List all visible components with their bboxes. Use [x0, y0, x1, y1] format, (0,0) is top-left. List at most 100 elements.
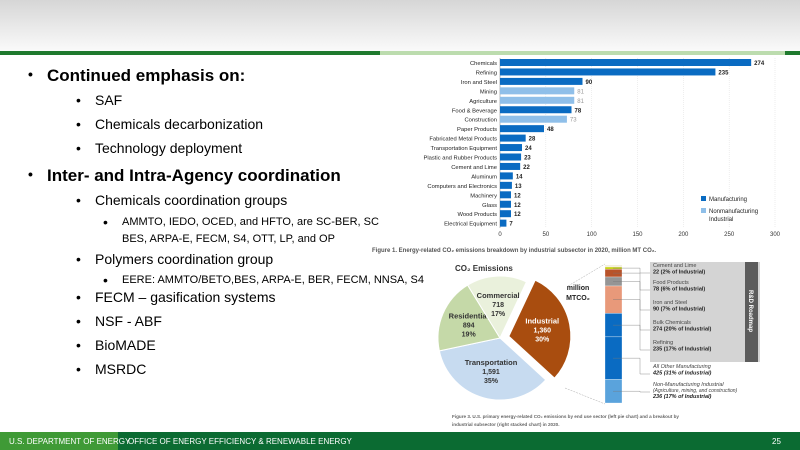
- footer-office: OFFICE OF ENERGY EFFICIENCY & RENEWABLE …: [128, 437, 352, 446]
- bullet-item: Inter- and Intra-Agency coordination •: [28, 166, 341, 186]
- category-label: Construction: [464, 118, 497, 124]
- x-tick-label: 50: [542, 232, 549, 238]
- bullet-text: Chemicals decarbonization: [95, 116, 264, 132]
- category-label: Cement and Lime: [451, 165, 497, 171]
- bullet-text: Inter- and Intra-Agency coordination: [47, 166, 341, 185]
- slice-name: Transportation: [465, 358, 518, 367]
- bullet-text: Technology deployment: [95, 140, 243, 156]
- bullet-text: Continued emphasis on:: [47, 66, 246, 85]
- pie-slice: [437, 284, 501, 352]
- bullet-marker: •: [76, 337, 81, 353]
- bullet-text: BioMADE: [95, 337, 156, 353]
- roadmap-tab: [745, 262, 758, 362]
- legend-swatch-nonmanufacturing: [701, 208, 706, 213]
- bar: [500, 59, 752, 66]
- figure-caption: Figure 1. Energy-related CO₂ emissions b…: [372, 248, 656, 254]
- category-label: Aluminum: [471, 174, 497, 180]
- stack-sub: (Agriculture, mining, and construction): [653, 388, 738, 394]
- legend-label: Nonmanufacturing: [709, 209, 758, 215]
- bullet-text: EERE: AMMTO/BETO,BES, ARPA-E, BER, FECM,…: [122, 274, 424, 286]
- roadmap-box: [650, 262, 760, 362]
- bullet-item: FECM – gasification systems •: [76, 289, 276, 305]
- legend-label: Manufacturing: [709, 197, 747, 203]
- bullet-marker: •: [76, 361, 81, 377]
- category-label: Wood Products: [457, 212, 497, 218]
- bullet-item: Continued emphasis on: •: [28, 66, 246, 86]
- slice-value: 894: [463, 323, 475, 330]
- bar: [500, 125, 544, 133]
- connector: [613, 391, 650, 393]
- bullet-marker: •: [76, 192, 81, 208]
- x-tick-label: 150: [632, 232, 643, 238]
- slice-percent: 19%: [462, 332, 477, 339]
- bar: [500, 96, 575, 104]
- bullet-item: MSRDC •: [76, 361, 147, 377]
- legend-swatch-manufacturing: [701, 196, 706, 201]
- stack-detail: 235 (17% of Industrial): [653, 347, 712, 353]
- bar: [500, 153, 522, 161]
- roadmap-label: R&D Roadmap: [747, 290, 753, 332]
- bar: [500, 68, 716, 76]
- footer-department-block: [0, 432, 118, 450]
- bullet-item: Technology deployment •: [76, 140, 243, 156]
- pie-title: CO₂ Emissions: [455, 264, 513, 273]
- data-label: 7: [509, 222, 513, 228]
- slice-percent: 17%: [491, 311, 506, 318]
- x-tick-label: 300: [770, 232, 781, 238]
- data-label: 78: [575, 108, 582, 114]
- connector: [613, 324, 650, 351]
- slice-percent: 35%: [484, 378, 499, 385]
- bullet-text-cont: BES, ARPA-E, FECM, S4, OTT, LP, and OP: [122, 233, 335, 245]
- bullet-marker: •: [28, 66, 33, 82]
- connector: [613, 281, 650, 311]
- data-label: 73: [570, 118, 577, 124]
- connector: [567, 263, 606, 287]
- slice-percent: 30%: [535, 337, 550, 344]
- data-label: 12: [514, 212, 521, 218]
- header-rule-end: [785, 51, 800, 55]
- category-label: Transportation Equipment: [431, 146, 498, 152]
- slice-value: 1,360: [534, 328, 552, 335]
- bar: [500, 144, 522, 152]
- stack-name: Cement and Lime: [653, 263, 696, 269]
- stack-detail: 236 (17% of Industrial): [652, 394, 712, 400]
- slice-name: Commercial: [477, 291, 520, 300]
- data-label: 23: [524, 156, 531, 162]
- bullet-item: Polymers coordination group •: [76, 251, 273, 267]
- bullet-marker: •: [76, 251, 81, 267]
- stack-name: Food Products: [653, 280, 689, 286]
- bullet-marker: •: [28, 166, 33, 182]
- bullet-item: EERE: AMMTO/BETO,BES, ARPA-E, BER, FECM,…: [103, 272, 424, 289]
- bullet-text: Chemicals coordination groups: [95, 192, 288, 208]
- bullet-text: FECM – gasification systems: [95, 289, 276, 305]
- bar: [500, 172, 513, 180]
- category-label: Paper Products: [457, 127, 497, 133]
- bar: [500, 181, 512, 189]
- category-label: Computers and Electronics: [427, 184, 497, 190]
- bullet-item: BioMADE •: [76, 337, 156, 353]
- bullet-text: SAF: [95, 92, 123, 108]
- connector: [613, 357, 650, 375]
- slice-value: 718: [492, 302, 504, 309]
- figure-caption: industrial subsector (right stacked char…: [452, 422, 559, 427]
- bullet-marker: •: [103, 214, 108, 230]
- bullet-text: AMMTO, IEDO, OCED, and HFTO, are SC-BER,…: [122, 216, 379, 228]
- data-label: 22: [523, 165, 530, 171]
- category-label: Mining: [480, 89, 497, 95]
- bullet-item: SAF •: [76, 92, 123, 108]
- bullet-item: Chemicals coordination groups •: [76, 192, 288, 208]
- x-tick-label: 0: [498, 232, 502, 238]
- header-rule: [0, 51, 380, 55]
- pie-slice: [508, 279, 572, 379]
- connector: [564, 387, 606, 405]
- category-label: Plastic and Rubber Products: [424, 156, 498, 162]
- stack-name: Bulk Chemicals: [653, 320, 691, 326]
- page-number: 25: [772, 437, 781, 446]
- stack-detail: 22 (2% of Industrial): [653, 270, 705, 276]
- data-label: 12: [514, 193, 521, 199]
- bar: [500, 219, 507, 227]
- category-label: Food & Beverage: [452, 108, 497, 114]
- data-label: 48: [547, 127, 554, 133]
- bullet-text: MSRDC: [95, 361, 147, 377]
